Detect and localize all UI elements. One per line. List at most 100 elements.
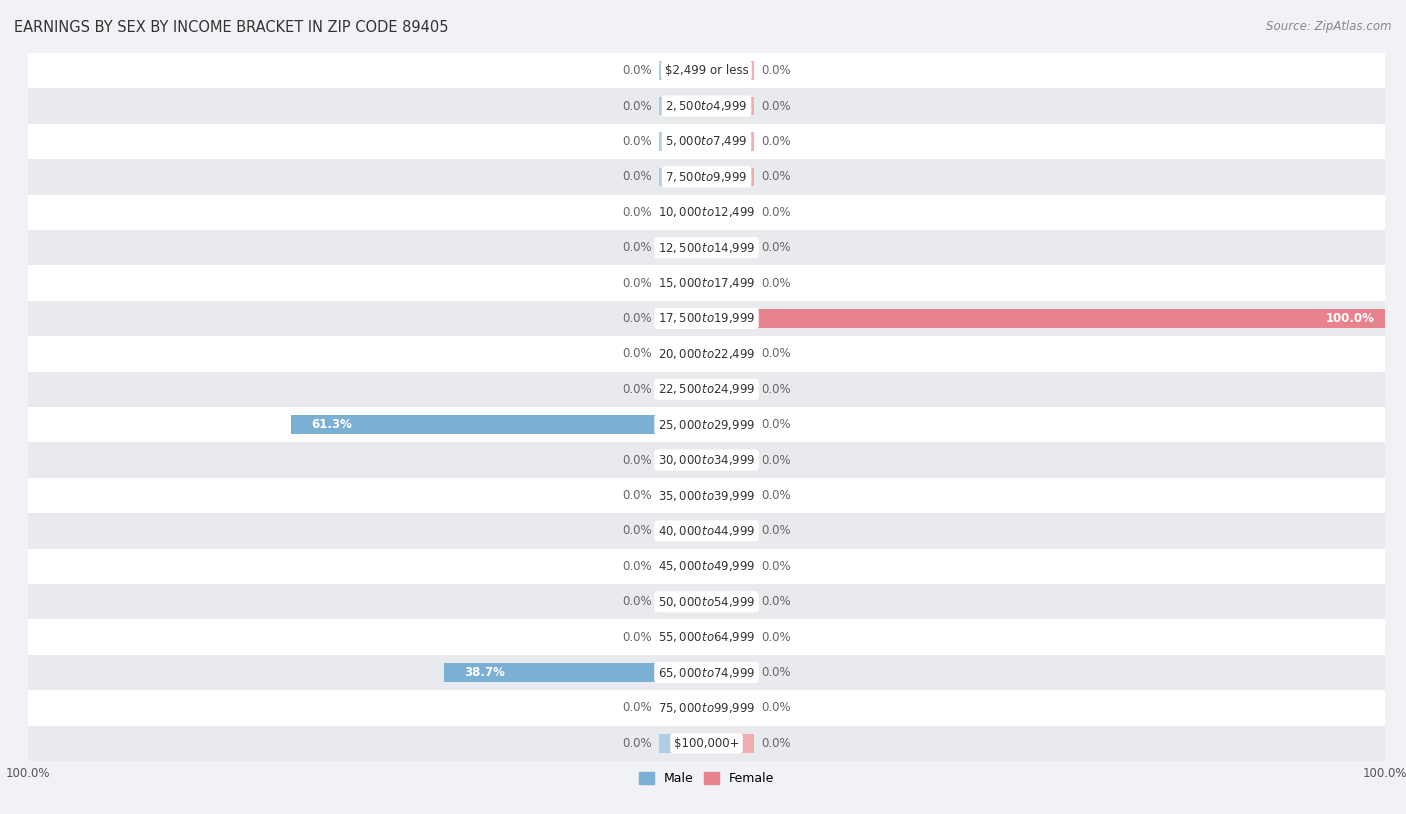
Text: 38.7%: 38.7% [464,666,505,679]
Text: 0.0%: 0.0% [761,453,790,466]
Bar [707,97,754,116]
Bar [28,336,1385,371]
Bar [707,734,754,753]
Bar [659,203,707,221]
Text: 0.0%: 0.0% [623,348,652,361]
Legend: Male, Female: Male, Female [634,768,779,790]
Bar [707,239,754,257]
Text: 0.0%: 0.0% [623,702,652,715]
Text: $5,000 to $7,499: $5,000 to $7,499 [665,134,748,148]
Bar [28,478,1385,514]
Bar [659,557,707,575]
Text: 0.0%: 0.0% [761,418,790,431]
Text: 0.0%: 0.0% [623,631,652,644]
Bar [28,619,1385,654]
Bar [707,344,754,363]
Text: 0.0%: 0.0% [623,99,652,112]
Bar [659,97,707,116]
Bar [707,132,754,151]
Bar [28,584,1385,619]
Bar [707,274,754,292]
Text: 0.0%: 0.0% [761,524,790,537]
Bar [659,698,707,717]
Bar [707,522,754,540]
Bar [659,380,707,399]
Text: 0.0%: 0.0% [761,348,790,361]
Text: $65,000 to $74,999: $65,000 to $74,999 [658,666,755,680]
Bar [707,593,754,611]
Bar [28,371,1385,407]
Bar [707,628,754,646]
Bar [659,168,707,186]
Text: 0.0%: 0.0% [761,737,790,750]
Text: 0.0%: 0.0% [623,489,652,502]
Bar [28,53,1385,88]
Text: $55,000 to $64,999: $55,000 to $64,999 [658,630,755,644]
Bar [659,239,707,257]
Text: 0.0%: 0.0% [761,135,790,148]
Bar [707,415,754,434]
Bar [659,344,707,363]
Text: 0.0%: 0.0% [623,170,652,183]
Text: $10,000 to $12,499: $10,000 to $12,499 [658,205,755,219]
Text: $2,500 to $4,999: $2,500 to $4,999 [665,99,748,113]
Text: $35,000 to $39,999: $35,000 to $39,999 [658,488,755,502]
Bar [707,451,754,470]
Text: 0.0%: 0.0% [761,666,790,679]
Bar [707,557,754,575]
Bar [28,654,1385,690]
Text: 0.0%: 0.0% [623,312,652,325]
Text: 0.0%: 0.0% [761,595,790,608]
Text: 0.0%: 0.0% [623,383,652,396]
Text: 0.0%: 0.0% [623,737,652,750]
Text: 0.0%: 0.0% [761,702,790,715]
Text: $75,000 to $99,999: $75,000 to $99,999 [658,701,755,715]
Text: 0.0%: 0.0% [623,595,652,608]
Text: 0.0%: 0.0% [623,453,652,466]
Bar [291,415,707,434]
Bar [659,628,707,646]
Bar [707,61,754,80]
Bar [659,132,707,151]
Text: $12,500 to $14,999: $12,500 to $14,999 [658,241,755,255]
Bar [28,265,1385,300]
Text: 0.0%: 0.0% [623,277,652,290]
Text: 0.0%: 0.0% [761,489,790,502]
Bar [659,451,707,470]
Text: 100.0%: 100.0% [1326,312,1375,325]
Text: $45,000 to $49,999: $45,000 to $49,999 [658,559,755,573]
Text: 0.0%: 0.0% [761,170,790,183]
Bar [707,486,754,505]
Text: 0.0%: 0.0% [623,524,652,537]
Text: 0.0%: 0.0% [761,64,790,77]
Bar [659,734,707,753]
Text: $50,000 to $54,999: $50,000 to $54,999 [658,595,755,609]
Bar [28,160,1385,195]
Bar [659,309,707,328]
Bar [707,663,754,682]
Text: 0.0%: 0.0% [761,99,790,112]
Text: $25,000 to $29,999: $25,000 to $29,999 [658,418,755,431]
Text: 0.0%: 0.0% [761,631,790,644]
Text: 0.0%: 0.0% [623,560,652,573]
Text: $17,500 to $19,999: $17,500 to $19,999 [658,312,755,326]
Text: $30,000 to $34,999: $30,000 to $34,999 [658,453,755,467]
Bar [28,549,1385,584]
Bar [659,522,707,540]
Text: $20,000 to $22,499: $20,000 to $22,499 [658,347,755,361]
Text: 0.0%: 0.0% [761,383,790,396]
Bar [28,300,1385,336]
Text: $22,500 to $24,999: $22,500 to $24,999 [658,383,755,396]
Text: 0.0%: 0.0% [761,241,790,254]
Text: $40,000 to $44,999: $40,000 to $44,999 [658,524,755,538]
Bar [444,663,707,682]
Bar [28,230,1385,265]
Text: EARNINGS BY SEX BY INCOME BRACKET IN ZIP CODE 89405: EARNINGS BY SEX BY INCOME BRACKET IN ZIP… [14,20,449,35]
Bar [28,195,1385,230]
Text: 61.3%: 61.3% [311,418,352,431]
Bar [707,380,754,399]
Text: Source: ZipAtlas.com: Source: ZipAtlas.com [1267,20,1392,33]
Bar [28,88,1385,124]
Bar [707,203,754,221]
Text: $7,500 to $9,999: $7,500 to $9,999 [665,170,748,184]
